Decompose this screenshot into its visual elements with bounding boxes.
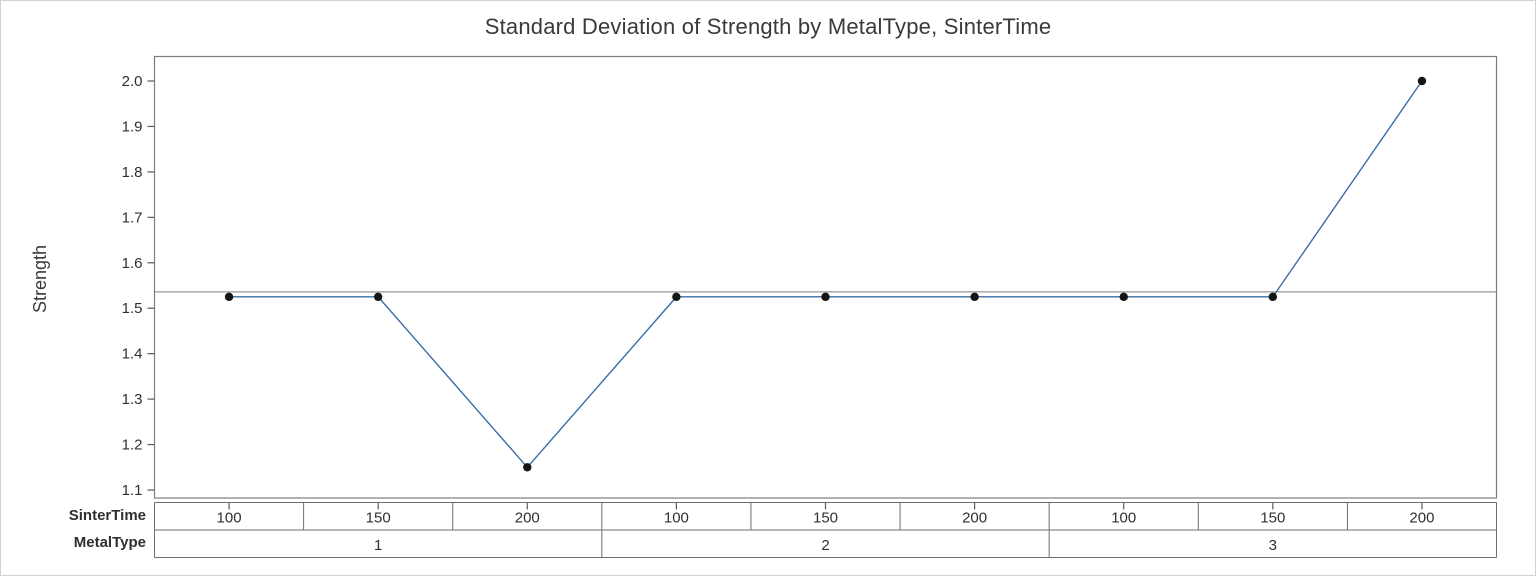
data-point xyxy=(373,292,383,302)
outer-category-label: 3 xyxy=(1269,537,1277,554)
inner-category-label: 150 xyxy=(366,509,391,526)
inner-category-label: 200 xyxy=(515,509,540,526)
inner-category-label: 200 xyxy=(962,509,987,526)
data-point xyxy=(1268,292,1278,302)
series-connect-line xyxy=(229,80,1423,469)
inner-category-label: 100 xyxy=(1111,509,1136,526)
outer-category-label: 1 xyxy=(374,537,382,554)
y-tick-label: 1.2 xyxy=(122,437,143,454)
data-point xyxy=(821,292,830,302)
outer-category-label: 2 xyxy=(821,537,829,554)
y-tick-label: 1.5 xyxy=(122,300,143,317)
outer-group-axis-label: MetalType xyxy=(73,534,146,551)
y-tick-label: 1.9 xyxy=(122,118,143,135)
data-point xyxy=(224,292,234,302)
inner-category-label: 100 xyxy=(217,509,242,526)
inner-category-label: 200 xyxy=(1409,509,1434,526)
chart-title: Standard Deviation of Strength by MetalT… xyxy=(484,14,1052,39)
y-axis-title: Strength xyxy=(30,244,50,314)
data-point xyxy=(970,292,979,302)
data-point xyxy=(1417,76,1427,86)
y-tick-label: 1.4 xyxy=(122,346,143,363)
y-tick-label: 1.8 xyxy=(122,164,143,181)
inner-category-label: 100 xyxy=(664,509,689,526)
inner-category-label: 150 xyxy=(813,509,838,526)
y-tick-label: 1.7 xyxy=(122,209,143,226)
y-tick-label: 1.6 xyxy=(122,255,143,272)
y-tick-label: 2.0 xyxy=(122,73,143,90)
inner-category-label: 150 xyxy=(1260,509,1285,526)
plot-border xyxy=(153,55,1498,499)
y-tick-label: 1.3 xyxy=(122,391,143,408)
inner-group-axis-label: SinterTime xyxy=(68,507,146,524)
y-tick-label: 1.1 xyxy=(122,482,143,499)
data-point xyxy=(672,292,681,302)
data-point xyxy=(523,463,532,472)
data-point xyxy=(1119,292,1128,302)
